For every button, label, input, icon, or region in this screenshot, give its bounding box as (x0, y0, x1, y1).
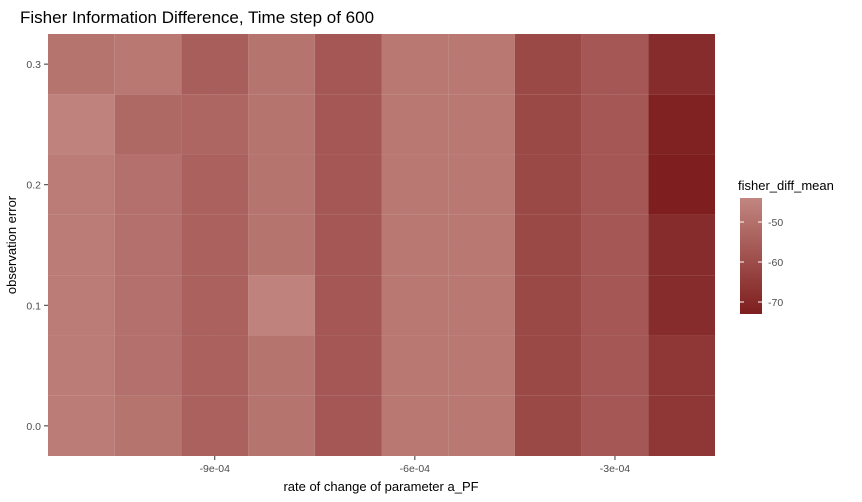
y-tick-label: 0.1 (26, 300, 41, 312)
heatmap-cell (114, 34, 182, 95)
x-tick-label: -9e-04 (200, 463, 231, 475)
heatmap-cell (381, 335, 449, 396)
legend-tick-label: -60 (768, 257, 783, 269)
heatmap-cell (581, 335, 649, 396)
heatmap-cell (514, 94, 582, 155)
heatmap-cell (314, 34, 382, 95)
heatmap-cell (114, 154, 182, 215)
heatmap-cell (514, 395, 582, 456)
heatmap-cell (48, 34, 115, 95)
y-tick-label: 0.2 (26, 180, 41, 192)
heatmap-cell (181, 395, 249, 456)
heatmap-cell (314, 94, 382, 155)
heatmap-cell (381, 214, 449, 276)
heatmap-cell (448, 335, 515, 396)
heatmap-cell (248, 395, 315, 456)
heatmap-cell (381, 34, 449, 95)
y-tick-label: 0.3 (26, 59, 41, 71)
heatmap-cell (248, 94, 315, 155)
heatmap-cell (114, 214, 182, 276)
legend-title: fisher_diff_mean (738, 178, 834, 193)
heatmap-cell (648, 154, 715, 215)
heatmap-cell (448, 214, 515, 276)
heatmap-cell (248, 275, 315, 336)
heatmap-cell (448, 34, 515, 95)
legend: fisher_diff_mean -50 -60 -70 (738, 178, 834, 314)
heatmap-cell (314, 214, 382, 276)
heatmap-cell (181, 214, 249, 276)
heatmap-cell (181, 34, 249, 95)
y-tick-label: 0.0 (26, 421, 41, 433)
heatmap-cell (381, 395, 449, 456)
heatmap-cell (648, 34, 715, 95)
heatmap-cell (581, 395, 649, 456)
heatmap-cell (114, 395, 182, 456)
heatmap-cell (648, 94, 715, 155)
heatmap-cell (48, 154, 115, 215)
legend-colorbar (740, 198, 762, 314)
heatmap-cell (514, 335, 582, 396)
heatmap-cell (48, 214, 115, 276)
heatmap-cell (181, 94, 249, 155)
heatmap-cell (448, 94, 515, 155)
heatmap-cell (181, 275, 249, 336)
heatmap-cell (381, 275, 449, 336)
heatmap-cell (248, 154, 315, 215)
heatmap-cell (448, 154, 515, 215)
heatmap-cell (514, 275, 582, 336)
heatmap-cell (381, 94, 449, 155)
legend-tick-label: -70 (768, 297, 783, 309)
heatmap-cell (314, 335, 382, 396)
heatmap-cell (248, 214, 315, 276)
heatmap-cell (448, 275, 515, 336)
heatmap-cell (581, 275, 649, 336)
heatmap-cell (114, 275, 182, 336)
heatmap-cell (114, 94, 182, 155)
heatmap-cell (514, 34, 582, 95)
y-axis-title: observation error (4, 195, 19, 294)
heatmap-cell (114, 335, 182, 396)
heatmap-cell (181, 335, 249, 396)
heatmap-cells (48, 34, 715, 456)
legend-ticks: -50 -60 -70 (740, 217, 783, 309)
x-tick-label: -3e-04 (600, 463, 631, 475)
heatmap-cell (581, 214, 649, 276)
chart-title: Fisher Information Difference, Time step… (20, 8, 374, 27)
x-tick-label: -6e-04 (400, 463, 431, 475)
heatmap-cell (448, 395, 515, 456)
heatmap-cell (48, 335, 115, 396)
heatmap-cell (381, 154, 449, 215)
heatmap-cell (314, 154, 382, 215)
heatmap-cell (648, 335, 715, 396)
heatmap-cell (581, 154, 649, 215)
heatmap-cell (314, 275, 382, 336)
heatmap-cell (514, 154, 582, 215)
x-axis-ticks: -9e-04 -6e-04 -3e-04 (200, 456, 631, 475)
heatmap-cell (248, 335, 315, 396)
heatmap-cell (248, 34, 315, 95)
x-axis-title: rate of change of parameter a_PF (283, 479, 478, 494)
y-axis-ticks: 0.0 0.1 0.2 0.3 (26, 59, 48, 433)
heatmap-cell (48, 395, 115, 456)
heatmap-cell (648, 395, 715, 456)
heatmap-cell (514, 214, 582, 276)
legend-tick-label: -50 (768, 217, 783, 229)
heatmap-cell (48, 94, 115, 155)
heatmap-cell (314, 395, 382, 456)
heatmap-cell (648, 214, 715, 276)
heatmap-cell (581, 94, 649, 155)
heatmap-cell (648, 275, 715, 336)
heatmap-cell (48, 275, 115, 336)
heatmap-cell (181, 154, 249, 215)
heatmap-cell (581, 34, 649, 95)
